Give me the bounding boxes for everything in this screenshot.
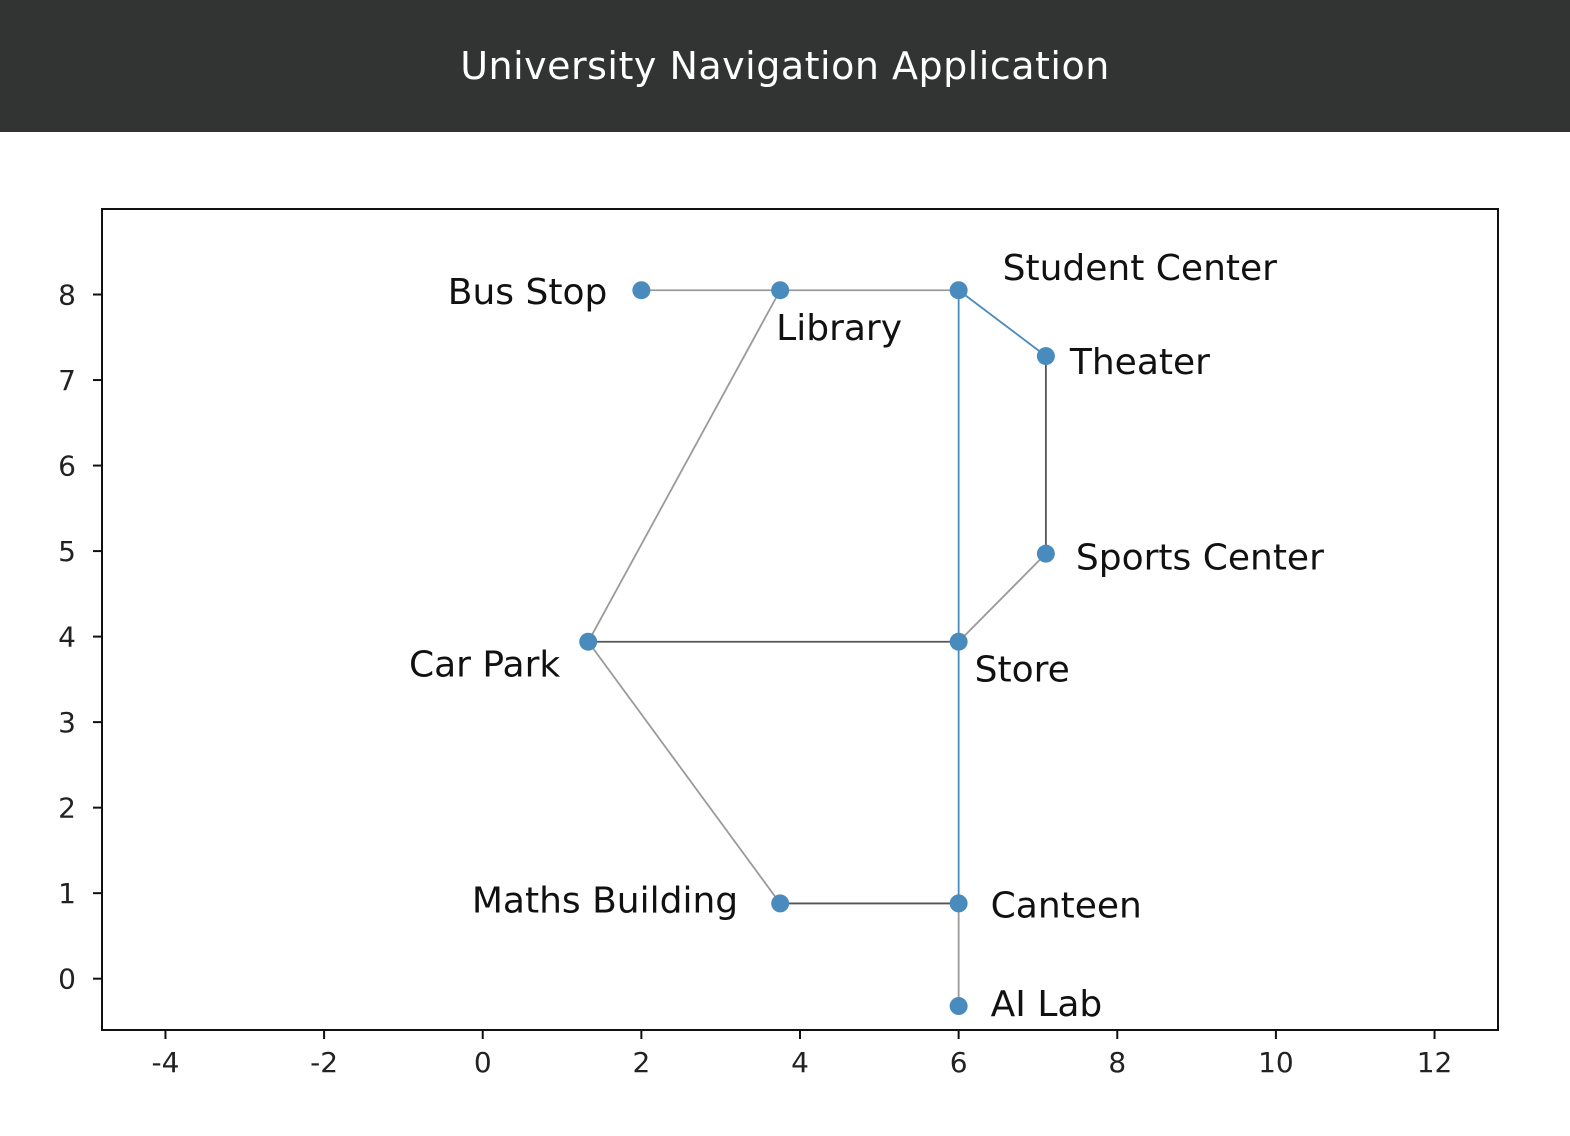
node-library[interactable] [771,281,790,300]
node-canteen[interactable] [949,894,968,913]
node-bus_stop[interactable] [632,281,651,300]
labels-layer: Bus Stop Library Student Center Theater Spor… [409,248,1324,1025]
node-label-ai_lab: AI Lab [991,984,1103,1025]
x-tick-label: 2 [632,1046,650,1079]
x-axis: -4 -2 0 2 4 6 8 10 12 [151,1030,1452,1079]
edge-student_center-theater [958,289,1047,357]
edge-library-car_park [587,289,781,643]
x-tick-label: 6 [950,1046,968,1079]
y-axis: 0 1 2 3 4 5 6 7 8 [58,279,102,996]
x-tick-label: 8 [1108,1046,1126,1079]
app-title: University Navigation Application [460,44,1110,88]
node-label-library: Library [776,308,902,349]
edge-sports_center-store [957,553,1047,643]
node-car_park[interactable] [579,632,598,651]
y-tick-label: 5 [58,535,76,568]
y-tick-label: 2 [58,792,76,825]
x-tick-label: -2 [310,1046,338,1079]
y-tick-label: 7 [58,364,76,397]
node-label-student_center: Student Center [1003,248,1278,289]
y-tick-label: 6 [58,450,76,483]
x-tick-label: 10 [1258,1046,1294,1079]
x-tick-label: 0 [474,1046,492,1079]
node-ai_lab[interactable] [949,997,968,1016]
app-header: University Navigation Application [0,0,1570,132]
x-tick-label: 12 [1417,1046,1453,1079]
node-label-canteen: Canteen [991,885,1142,926]
edge-car_park-maths_building [587,641,781,904]
y-tick-label: 0 [58,963,76,996]
y-tick-label: 1 [58,877,76,910]
node-sports_center[interactable] [1036,544,1055,563]
node-label-car_park: Car Park [409,645,560,686]
node-store[interactable] [949,632,968,651]
y-tick-label: 3 [58,706,76,739]
node-label-sports_center: Sports Center [1076,538,1324,579]
node-maths_building[interactable] [771,894,790,913]
node-theater[interactable] [1036,347,1055,366]
node-label-bus_stop: Bus Stop [448,272,608,313]
y-tick-label: 4 [58,621,76,654]
x-tick-label: -4 [151,1046,179,1079]
node-label-store: Store [975,650,1070,691]
node-student_center[interactable] [949,281,968,300]
edges-layer [587,289,1047,1007]
y-tick-label: 8 [58,279,76,312]
x-tick-label: 4 [791,1046,809,1079]
nodes-layer [579,281,1055,1016]
node-label-theater: Theater [1069,342,1210,383]
node-label-maths_building: Maths Building [472,880,738,921]
